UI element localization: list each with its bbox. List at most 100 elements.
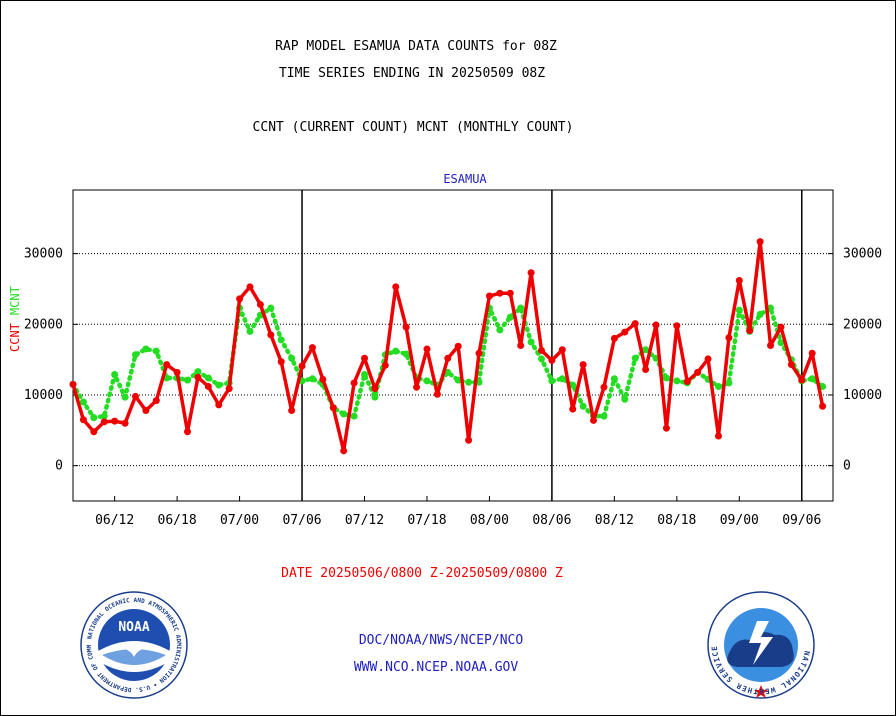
- point-ccnt: [517, 342, 525, 349]
- y-tick-label-left: 30000: [24, 247, 63, 262]
- point-mcnt: [725, 379, 733, 387]
- point-mcnt: [79, 398, 87, 406]
- plot-frame: [72, 189, 834, 502]
- point-mcnt: [600, 412, 608, 420]
- point-ccnt: [340, 447, 348, 455]
- point-mcnt: [204, 374, 212, 382]
- point-mcnt: [90, 414, 98, 422]
- y-tick-label-right: 10000: [843, 388, 882, 403]
- point-ccnt: [735, 276, 743, 284]
- point-ccnt: [558, 346, 566, 354]
- point-mcnt: [735, 306, 743, 314]
- noaa-logo-icon[interactable]: NOAA NATIONAL OCEANIC AND ATMOSPHERIC AD…: [80, 591, 188, 699]
- y-axis-label-ccnt: CCNT: [8, 323, 22, 352]
- point-ccnt: [277, 358, 285, 366]
- point-ccnt: [69, 380, 77, 388]
- point-mcnt: [371, 393, 379, 401]
- x-tick-label: 07/18: [407, 513, 446, 528]
- point-mcnt: [444, 368, 452, 376]
- point-ccnt: [111, 417, 119, 425]
- x-tick-label: 09/00: [720, 513, 759, 528]
- x-tick-label: 08/00: [470, 513, 509, 528]
- y-tick-label-right: 20000: [843, 317, 882, 332]
- point-ccnt: [537, 346, 545, 354]
- point-ccnt: [465, 436, 473, 444]
- point-mcnt: [756, 310, 764, 318]
- point-mcnt: [673, 377, 681, 385]
- point-ccnt: [642, 366, 650, 374]
- point-ccnt: [163, 361, 171, 369]
- y-tick-label-left: 0: [55, 459, 63, 474]
- point-ccnt: [173, 368, 181, 376]
- point-ccnt: [184, 428, 192, 436]
- x-tick-label: 07/06: [282, 513, 321, 528]
- point-ccnt: [621, 328, 629, 336]
- y-axis-label: CCNT MCNT: [8, 286, 22, 352]
- point-ccnt: [444, 354, 452, 362]
- point-ccnt: [152, 397, 160, 405]
- point-mcnt: [537, 355, 545, 363]
- point-ccnt: [631, 320, 639, 328]
- point-mcnt: [194, 368, 202, 376]
- y-tick-label-right: 30000: [843, 247, 882, 262]
- point-mcnt: [548, 377, 556, 385]
- point-mcnt: [121, 393, 129, 401]
- x-tick-label: 08/18: [657, 513, 696, 528]
- point-mcnt: [267, 304, 275, 312]
- point-ccnt: [548, 356, 556, 364]
- point-ccnt: [652, 321, 660, 329]
- point-ccnt: [579, 361, 587, 369]
- point-ccnt: [819, 402, 827, 410]
- y-tick-label-right: 0: [843, 459, 851, 474]
- point-ccnt: [725, 334, 733, 342]
- point-mcnt: [662, 374, 670, 382]
- point-ccnt: [506, 289, 514, 297]
- point-ccnt: [267, 331, 275, 339]
- point-ccnt: [142, 407, 150, 415]
- point-ccnt: [100, 418, 108, 426]
- point-ccnt: [777, 323, 785, 331]
- y-tick-label-left: 20000: [24, 317, 63, 332]
- point-mcnt: [402, 350, 410, 358]
- point-mcnt: [184, 376, 192, 384]
- point-ccnt: [256, 301, 264, 309]
- point-ccnt: [704, 355, 712, 363]
- nws-logo-icon[interactable]: NATIONAL WEATHER SERVICE: [707, 591, 815, 699]
- y-tick-label-left: 10000: [24, 388, 63, 403]
- point-ccnt: [600, 383, 608, 391]
- point-ccnt: [496, 289, 504, 297]
- point-ccnt: [767, 342, 775, 349]
- point-ccnt: [423, 345, 431, 353]
- point-ccnt: [236, 295, 244, 303]
- point-ccnt: [527, 269, 535, 277]
- point-ccnt: [371, 385, 379, 393]
- nco-link[interactable]: DOC/NOAA/NWS/NCEP/NCO: [358, 633, 524, 648]
- point-ccnt: [225, 385, 233, 393]
- panel-title: ESAMUA: [443, 172, 487, 186]
- point-ccnt: [746, 327, 754, 335]
- date-range-label: DATE 20250506/0800 Z-20250509/0800 Z: [281, 566, 563, 581]
- point-mcnt: [340, 410, 348, 418]
- point-ccnt: [454, 342, 462, 350]
- x-tick-label: 06/12: [95, 513, 134, 528]
- point-ccnt: [590, 416, 598, 424]
- point-ccnt: [475, 349, 483, 357]
- point-mcnt: [569, 381, 577, 389]
- point-mcnt: [506, 313, 514, 321]
- point-mcnt: [152, 347, 160, 355]
- x-tick-label: 09/06: [782, 513, 821, 528]
- point-mcnt: [579, 402, 587, 410]
- point-mcnt: [100, 412, 108, 420]
- series-line-ccnt: [71, 239, 825, 453]
- website-link[interactable]: WWW.NCO.NCEP.NOAA.GOV: [353, 660, 519, 675]
- x-tick-label: 08/12: [595, 513, 634, 528]
- point-ccnt: [413, 383, 421, 391]
- x-tick-label: 07/00: [220, 513, 259, 528]
- point-ccnt: [381, 361, 389, 369]
- point-mcnt: [517, 304, 525, 312]
- point-ccnt: [361, 354, 369, 362]
- point-ccnt: [569, 405, 577, 413]
- point-ccnt: [610, 334, 618, 342]
- point-mcnt: [777, 339, 785, 347]
